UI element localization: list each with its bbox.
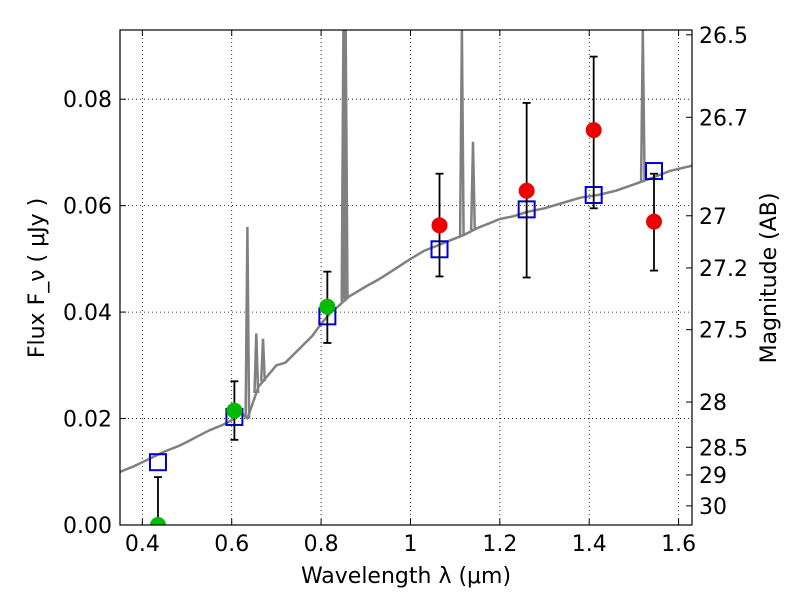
y2-tick-label: 26.7: [699, 106, 748, 131]
observed-flux-point: [149, 517, 166, 525]
x-tick-label: 0.6: [214, 532, 249, 557]
y2-tick-label: 27.5: [699, 319, 748, 344]
plot-area: [120, 30, 692, 525]
x-tick-label: 0.4: [125, 532, 160, 557]
sed-emission-line: [639, 30, 646, 182]
y-tick-label: 0.04: [63, 301, 112, 326]
y-tick-label: 0.00: [63, 514, 112, 539]
model-photometry-point: [148, 453, 167, 472]
sed-emission-line: [469, 141, 477, 231]
plot-frame: [119, 29, 693, 526]
x-tick-label: 0.8: [304, 532, 339, 557]
observed-flux-point: [431, 217, 448, 234]
sed-emission-line: [244, 226, 251, 419]
x-tick-label: 1.2: [482, 532, 517, 557]
sed-emission-line: [458, 30, 465, 236]
sed-emission-line: [253, 333, 260, 394]
y2-tick-label: 26.5: [699, 24, 748, 49]
observed-flux-point: [518, 182, 535, 199]
plot-background: [120, 30, 692, 525]
y2-tick-label: 28: [699, 391, 727, 416]
x-tick-label: 1: [403, 532, 417, 557]
y2-tick-label: 27: [699, 205, 727, 230]
x-tick-label: 1.4: [572, 532, 607, 557]
axes: 0.4 0.6 0.8 1 1.2 1.4 1.6 0.00 0.02 0.04 0.06 0.08 2…: [63, 24, 748, 557]
observed-flux-point: [646, 213, 663, 230]
y-tick-label: 0.08: [63, 88, 112, 113]
x-tick-label: 1.6: [661, 532, 696, 557]
y-tick-label: 0.06: [63, 195, 112, 220]
sed-emission-line: [342, 30, 349, 300]
y2-axis-title: Magnitude (AB): [757, 193, 782, 364]
sed-emission-line: [259, 338, 267, 382]
sed-model-line: [120, 164, 692, 473]
observed-flux-point: [585, 122, 602, 139]
y2-tick-label: 28.5: [699, 436, 748, 461]
y-tick-label: 0.02: [63, 408, 112, 433]
x-axis-title: Wavelength λ (μm): [301, 564, 511, 589]
y2-tick-label: 27.2: [699, 257, 748, 282]
y-axis-title: Flux F_ν ( μJy ): [25, 198, 50, 358]
y2-tick-label: 29: [699, 464, 727, 489]
observed-flux-point: [226, 402, 243, 419]
y2-tick-label: 30: [699, 495, 727, 520]
observed-flux-point: [319, 298, 336, 315]
